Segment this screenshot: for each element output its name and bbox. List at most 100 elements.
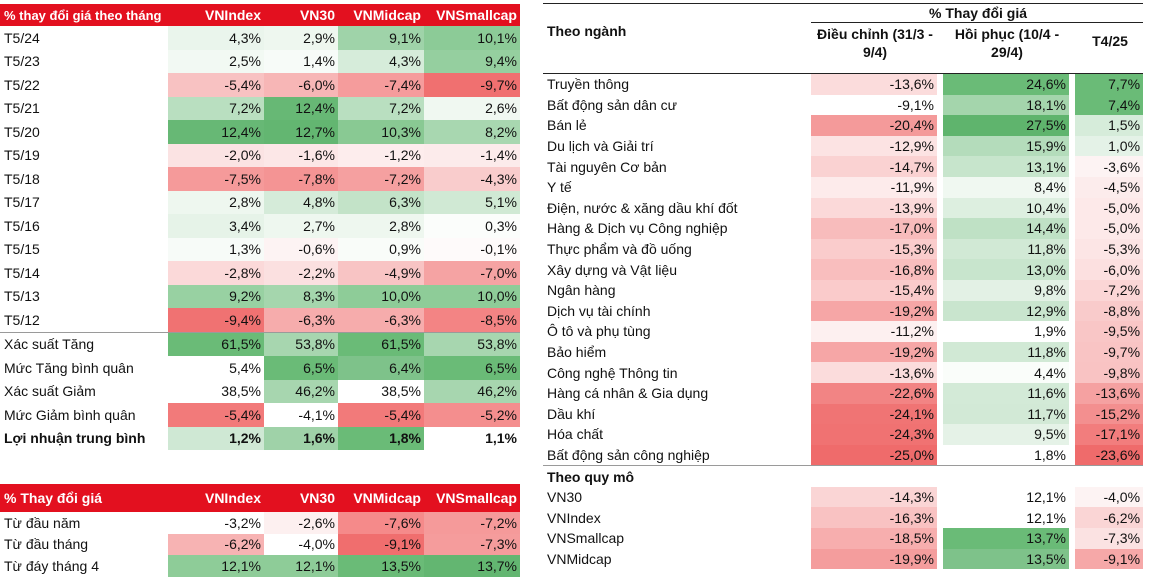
value-cell: 6,4% <box>338 356 424 380</box>
value-cell: 1,6% <box>264 426 338 450</box>
value-cell: 4,8% <box>264 190 338 214</box>
row-label: T5/23 <box>4 53 40 70</box>
value-cell: 1,8% <box>943 444 1069 466</box>
value-cell: -9,7% <box>424 73 520 97</box>
table-row: Lợi nhuận trung bình 1,2% 1,6% 1,8% 1,1% <box>0 426 520 450</box>
sector-col-recovery: Hồi phục (10/4 - 29/4) <box>943 22 1069 74</box>
value-cell: 61,5% <box>168 331 264 356</box>
table-row: Điện, nước & xăng dầu khí đốt -13,9% 10,4%… <box>543 197 1144 219</box>
table-row: Công nghệ Thông tin -13,6% 4,4% -9,8% <box>543 362 1144 383</box>
value-cell: -4,9% <box>338 261 424 285</box>
table-row: T5/13 9,2% 8,3% 10,0% 10,0% <box>0 284 520 308</box>
value-cell: -6,2% <box>1075 507 1144 529</box>
row-label: Ô tô và phụ tùng <box>547 323 651 340</box>
value-cell: -0,6% <box>264 237 338 261</box>
value-cell: -9,7% <box>1075 341 1144 363</box>
value-cell: 18,1% <box>943 94 1069 116</box>
value-cell: 12,1% <box>943 507 1069 529</box>
col-gap <box>1069 22 1075 74</box>
monthly-header-vnsmallcap: VNSmallcap <box>424 4 520 26</box>
ytd-header-vnsmallcap: VNSmallcap <box>424 484 520 512</box>
table-row: Hóa chất -24,3% 9,5% -17,1% <box>543 424 1144 445</box>
value-cell: 14,4% <box>943 218 1069 239</box>
ytd-header-vnmidcap: VNMidcap <box>338 484 424 512</box>
row-label: Từ đầu năm <box>4 514 81 531</box>
value-cell: 4,4% <box>943 362 1069 383</box>
monthly-body: T5/24 4,3% 2,9% 9,1% 10,1% T5/23 2,5% 1,4% 4,3% 9… <box>0 26 520 450</box>
value-cell: -1,4% <box>424 143 520 167</box>
value-cell: -8,8% <box>1075 300 1144 322</box>
empty-cell <box>1075 465 1144 487</box>
table-row: Ngân hàng -15,4% 9,8% -7,2% <box>543 279 1144 301</box>
value-cell: 10,0% <box>424 284 520 308</box>
value-cell: 1,5% <box>1075 115 1144 136</box>
value-cell: 0,9% <box>338 237 424 261</box>
table-row: Xác suất Tăng 61,5% 53,8% 61,5% 53,8% <box>0 331 520 356</box>
value-cell: 12,9% <box>943 300 1069 322</box>
sector-group-header: % Thay đổi giá <box>811 3 1144 23</box>
col-gap <box>937 22 943 74</box>
value-cell: -6,0% <box>264 73 338 97</box>
value-cell: 7,2% <box>338 96 424 120</box>
table-row: VNMidcap -19,9% 13,5% -9,1% <box>543 548 1144 570</box>
table-row: T5/12 -9,4% -6,3% -6,3% -8,5% <box>0 308 520 332</box>
row-label: T5/20 <box>4 123 40 140</box>
value-cell: -7,0% <box>424 261 520 285</box>
table-row: Mức Tăng bình quân 5,4% 6,5% 6,4% 6,5% <box>0 356 520 380</box>
row-label: Bảo hiểm <box>547 344 607 361</box>
value-cell: -13,6% <box>811 73 937 95</box>
monthly-header-vnindex: VNIndex <box>168 4 264 26</box>
row-label: Tài nguyên Cơ bản <box>547 158 667 175</box>
value-cell: -4,5% <box>1075 176 1144 198</box>
value-cell: -15,4% <box>811 279 937 301</box>
value-cell: 13,7% <box>943 528 1069 549</box>
value-cell: -7,2% <box>338 167 424 191</box>
sector-column-header-row: Theo ngành Điều chỉnh (31/3 - 9/4) Hồi p… <box>543 22 1144 74</box>
row-label: Dịch vụ tài chính <box>547 302 651 319</box>
table-row: T5/24 4,3% 2,9% 9,1% 10,1% <box>0 26 520 50</box>
value-cell: 10,3% <box>338 120 424 144</box>
value-cell: -16,3% <box>811 507 937 529</box>
value-cell: -11,9% <box>811 176 937 198</box>
monthly-header-vnmidcap: VNMidcap <box>338 4 424 26</box>
value-cell: -3,2% <box>168 512 264 534</box>
sector-col-label: Theo ngành <box>543 22 811 74</box>
ytd-header-vnindex: VNIndex <box>168 484 264 512</box>
value-cell: -3,6% <box>1075 156 1144 177</box>
sector-body: Truyền thông -13,6% 24,6% 7,7% Bất động sản … <box>543 73 1144 466</box>
value-cell: -9,4% <box>168 308 264 332</box>
table-row: Dịch vụ tài chính -19,2% 12,9% -8,8% <box>543 300 1144 322</box>
value-cell: 46,2% <box>264 379 338 403</box>
row-label: Hóa chất <box>547 426 604 443</box>
row-label: Bất động sản công nghiệp <box>547 446 710 463</box>
row-label: Lợi nhuận trung bình <box>4 430 146 447</box>
value-cell: -4,1% <box>264 403 338 427</box>
table-row: Truyền thông -13,6% 24,6% 7,7% <box>543 73 1144 95</box>
row-label: Thực phẩm và đồ uống <box>547 241 692 258</box>
value-cell: 13,5% <box>943 548 1069 570</box>
value-cell: -6,3% <box>338 308 424 332</box>
value-cell: 38,5% <box>168 379 264 403</box>
value-cell: -5,4% <box>168 403 264 427</box>
table-row: T5/14 -2,8% -2,2% -4,9% -7,0% <box>0 261 520 285</box>
value-cell: -6,2% <box>168 533 264 555</box>
value-cell: -22,6% <box>811 382 937 404</box>
value-cell: -7,4% <box>338 73 424 97</box>
value-cell: -9,5% <box>1075 321 1144 342</box>
value-cell: -5,4% <box>168 73 264 97</box>
value-cell: 24,6% <box>943 73 1069 95</box>
row-label: T5/15 <box>4 241 40 258</box>
row-label: Xác suất Tăng <box>0 331 168 356</box>
value-cell: -5,0% <box>1075 218 1144 239</box>
value-cell: 9,4% <box>424 49 520 73</box>
value-cell: 61,5% <box>338 331 424 356</box>
row-label: Y tế <box>547 179 572 196</box>
value-cell: -8,5% <box>424 308 520 332</box>
table-row: Bảo hiểm -19,2% 11,8% -9,7% <box>543 341 1144 363</box>
value-cell: -14,3% <box>811 486 937 508</box>
value-cell: -25,0% <box>811 444 937 466</box>
row-label: T5/18 <box>4 170 40 187</box>
row-label: Mức Tăng bình quân <box>4 359 134 376</box>
table-row: T5/22 -5,4% -6,0% -7,4% -9,7% <box>0 73 520 97</box>
value-cell: 5,4% <box>168 356 264 380</box>
